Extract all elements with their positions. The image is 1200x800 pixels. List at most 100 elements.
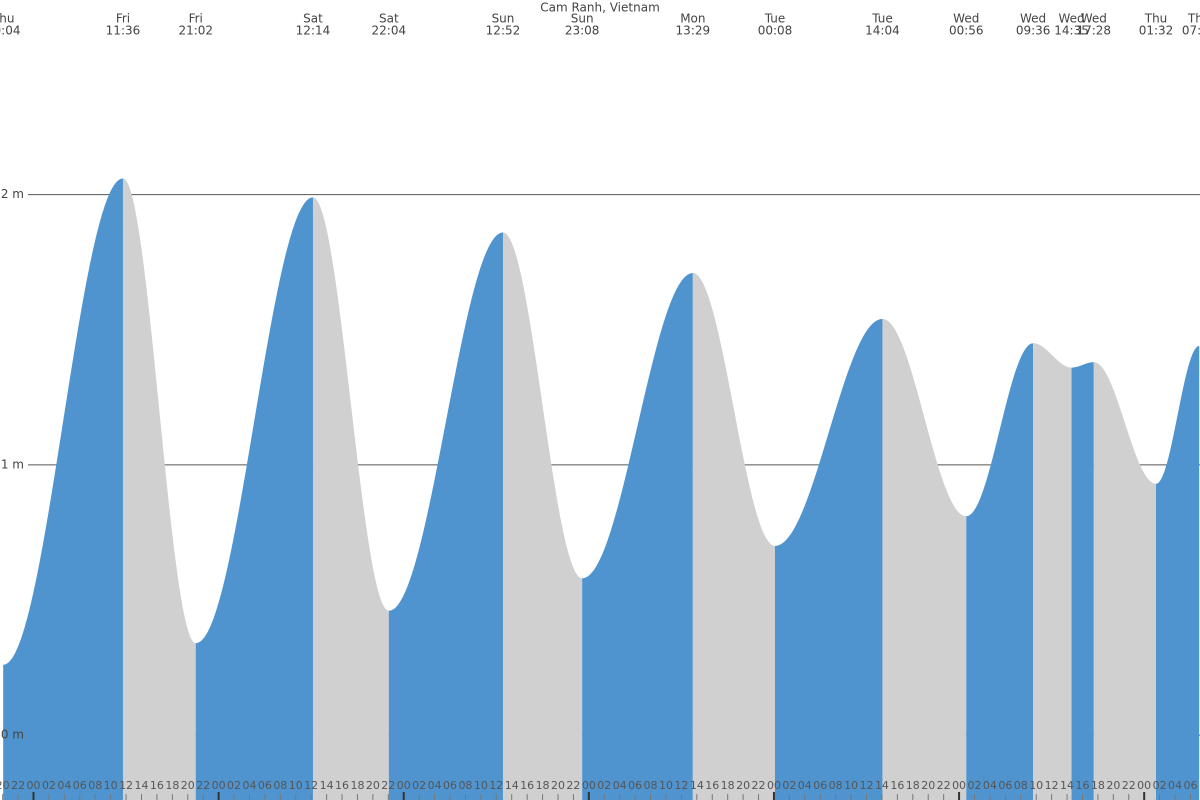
x-tick-label: 08: [644, 779, 658, 792]
x-tick-label: 14: [1060, 779, 1074, 792]
x-tick-label: 02: [782, 779, 796, 792]
x-tick-label: 00: [767, 779, 781, 792]
extreme-time: 17:28: [1076, 24, 1111, 38]
extreme-day: Fri: [189, 12, 203, 26]
x-tick-label: 10: [1029, 779, 1043, 792]
x-tick-label: 00: [397, 779, 411, 792]
x-tick-label: 06: [998, 779, 1012, 792]
x-tick-label: 08: [1014, 779, 1028, 792]
tide-segment: [195, 197, 313, 800]
x-tick-label: 18: [906, 779, 920, 792]
tide-segment: [966, 343, 1034, 800]
extreme-time: 09:36: [1016, 24, 1051, 38]
x-tick-label: 02: [42, 779, 56, 792]
x-tick-label: 14: [134, 779, 148, 792]
tide-segment: [122, 178, 196, 800]
extreme-day: Wed: [1058, 12, 1084, 26]
tide-segment: [882, 318, 967, 800]
x-tick-label: 02: [1153, 779, 1167, 792]
extreme-day: Thu: [1144, 12, 1168, 26]
x-tick-label: 22: [11, 779, 25, 792]
x-tick-label: 10: [659, 779, 673, 792]
x-tick-label: 14: [505, 779, 519, 792]
x-tick-label: 06: [443, 779, 457, 792]
chart-title: Cam Ranh, Vietnam: [540, 1, 660, 15]
x-tick-label: 10: [104, 779, 118, 792]
extreme-time: 12:52: [486, 24, 521, 38]
x-tick-label: 04: [613, 779, 627, 792]
y-tick-label: 2 m: [1, 187, 24, 201]
extreme-time: 14:04: [865, 24, 900, 38]
x-tick-label: 06: [258, 779, 272, 792]
x-tick-label: 18: [350, 779, 364, 792]
extreme-time: 14:35: [1054, 24, 1089, 38]
x-tick-label: 10: [474, 779, 488, 792]
x-tick-label: 20: [736, 779, 750, 792]
extreme-time: 21:02: [178, 24, 213, 38]
x-tick-label: 02: [412, 779, 426, 792]
extreme-time: 01:32: [1139, 24, 1174, 38]
x-tick-label: 16: [705, 779, 719, 792]
tide-segment: [388, 232, 503, 800]
extreme-time: 23:08: [565, 24, 600, 38]
tide-segment: [1033, 343, 1072, 800]
x-tick-label: 20: [0, 779, 10, 792]
x-tick-label: 02: [597, 779, 611, 792]
x-tick-label: 18: [1091, 779, 1105, 792]
extreme-day: Wed: [953, 12, 979, 26]
extreme-day: Mon: [680, 12, 705, 26]
tide-segment: [692, 272, 775, 800]
x-tick-label: 22: [196, 779, 210, 792]
x-tick-label: 20: [181, 779, 195, 792]
x-tick-label: 04: [798, 779, 812, 792]
x-tick-label: 18: [721, 779, 735, 792]
extreme-time: 13:29: [676, 24, 711, 38]
extreme-day: Fri: [116, 12, 130, 26]
x-tick-label: 22: [752, 779, 766, 792]
x-tick-label: 14: [690, 779, 704, 792]
x-tick-label: 02: [227, 779, 241, 792]
x-tick-label: 08: [829, 779, 843, 792]
x-tick-label: 16: [520, 779, 534, 792]
extreme-day: Sat: [303, 12, 323, 26]
x-tick-label: 06: [1183, 779, 1197, 792]
tide-segment: [1071, 362, 1094, 800]
extreme-day: Sat: [379, 12, 399, 26]
extreme-time: 11:36: [106, 24, 141, 38]
x-tick-label: 12: [304, 779, 318, 792]
x-tick-label: 12: [860, 779, 874, 792]
x-tick-label: 16: [150, 779, 164, 792]
extreme-day: Wed: [1081, 12, 1107, 26]
x-tick-label: 04: [57, 779, 71, 792]
extreme-day: Sun: [571, 12, 594, 26]
x-tick-label: 18: [165, 779, 179, 792]
x-tick-label: 08: [273, 779, 287, 792]
x-tick-label: 12: [119, 779, 133, 792]
x-tick-label: 00: [212, 779, 226, 792]
extreme-day: Tue: [764, 12, 786, 26]
extreme-time: 20:04: [0, 24, 20, 38]
x-tick-label: 16: [335, 779, 349, 792]
x-tick-label: 20: [1106, 779, 1120, 792]
x-tick-label: 16: [890, 779, 904, 792]
x-tick-label: 08: [88, 779, 102, 792]
x-tick-label: 00: [582, 779, 596, 792]
x-tick-label: 06: [813, 779, 827, 792]
tide-segment: [582, 272, 693, 800]
x-tick-label: 00: [1137, 779, 1151, 792]
y-tick-label: 0 m: [1, 728, 24, 742]
extreme-day: Thu: [0, 12, 14, 26]
tide-segment: [774, 318, 883, 800]
extreme-day: Thu: [1187, 12, 1200, 26]
tide-segment: [312, 197, 389, 800]
x-tick-label: 14: [875, 779, 889, 792]
x-tick-label: 18: [536, 779, 550, 792]
extreme-time: 07:08: [1182, 24, 1200, 38]
extreme-time: 00:56: [949, 24, 984, 38]
x-tick-label: 22: [381, 779, 395, 792]
x-tick-label: 22: [566, 779, 580, 792]
extreme-day: Sun: [492, 12, 515, 26]
extreme-day: Wed: [1020, 12, 1046, 26]
x-tick-label: 12: [489, 779, 503, 792]
x-tick-label: 14: [320, 779, 334, 792]
